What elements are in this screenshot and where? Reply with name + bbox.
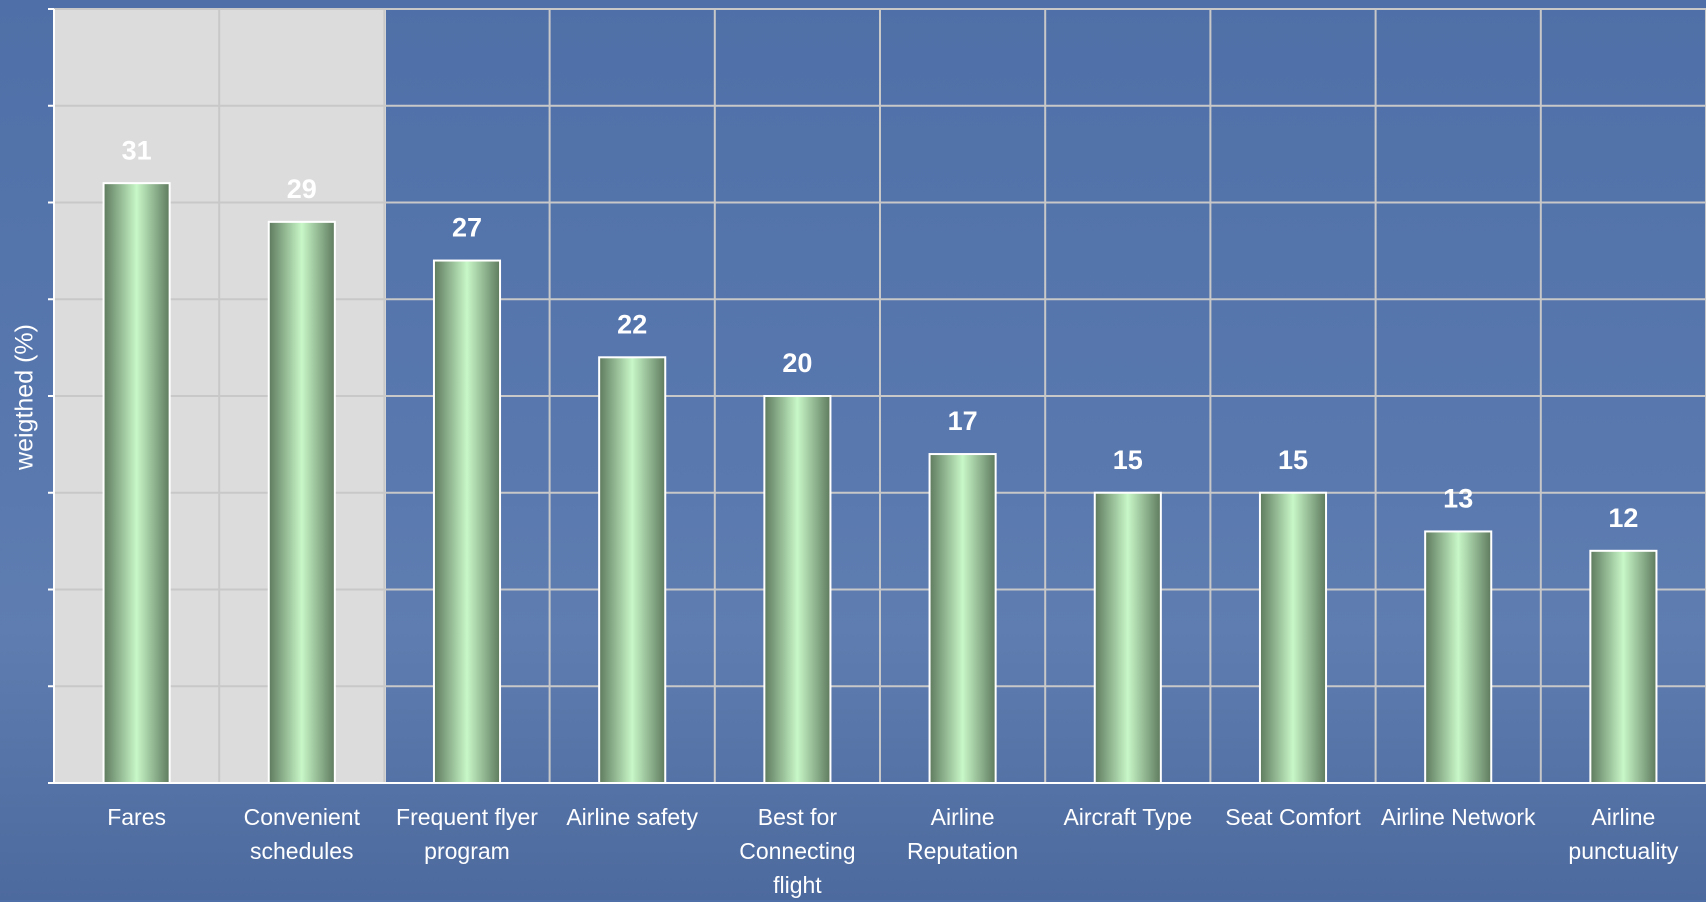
bar <box>764 396 830 783</box>
value-label: 15 <box>1278 445 1308 475</box>
value-label: 27 <box>452 213 482 243</box>
bar <box>104 183 170 783</box>
x-tick-label: Fares <box>54 800 219 834</box>
bar <box>269 222 335 783</box>
x-tick-label: Frequent flyer program <box>384 800 549 868</box>
bar <box>1095 493 1161 783</box>
value-label: 29 <box>287 174 317 204</box>
value-label: 31 <box>122 135 152 165</box>
bar <box>434 261 500 783</box>
x-tick-label: Best for Connecting flight <box>715 800 880 902</box>
value-label: 20 <box>782 348 812 378</box>
value-label: 15 <box>1113 445 1143 475</box>
x-tick-label: Convenient schedules <box>219 800 384 868</box>
chart: weigthed (%) 31 29 27 22 20 17 15 15 13 12 <box>0 0 1706 900</box>
x-tick-label: Airline punctuality <box>1541 800 1706 868</box>
value-label: 12 <box>1608 503 1638 533</box>
value-label: 17 <box>948 406 978 436</box>
bar <box>1590 551 1656 783</box>
page: {"chart_data": {"type": "bar", "y_label"… <box>0 0 1706 900</box>
bar <box>1260 493 1326 783</box>
bar <box>599 357 665 783</box>
x-tick-label: Seat Comfort <box>1210 800 1375 834</box>
x-tick-label: Airline Network <box>1376 800 1541 834</box>
y-axis-label: weigthed (%) <box>11 324 39 471</box>
bar <box>930 454 996 783</box>
bar <box>1425 531 1491 783</box>
x-tick-label: Aircraft Type <box>1045 800 1210 834</box>
x-tick-label: Airline Reputation <box>880 800 1045 868</box>
value-label: 22 <box>617 309 647 339</box>
value-label: 13 <box>1443 484 1473 514</box>
x-tick-label: Airline safety <box>550 800 715 834</box>
